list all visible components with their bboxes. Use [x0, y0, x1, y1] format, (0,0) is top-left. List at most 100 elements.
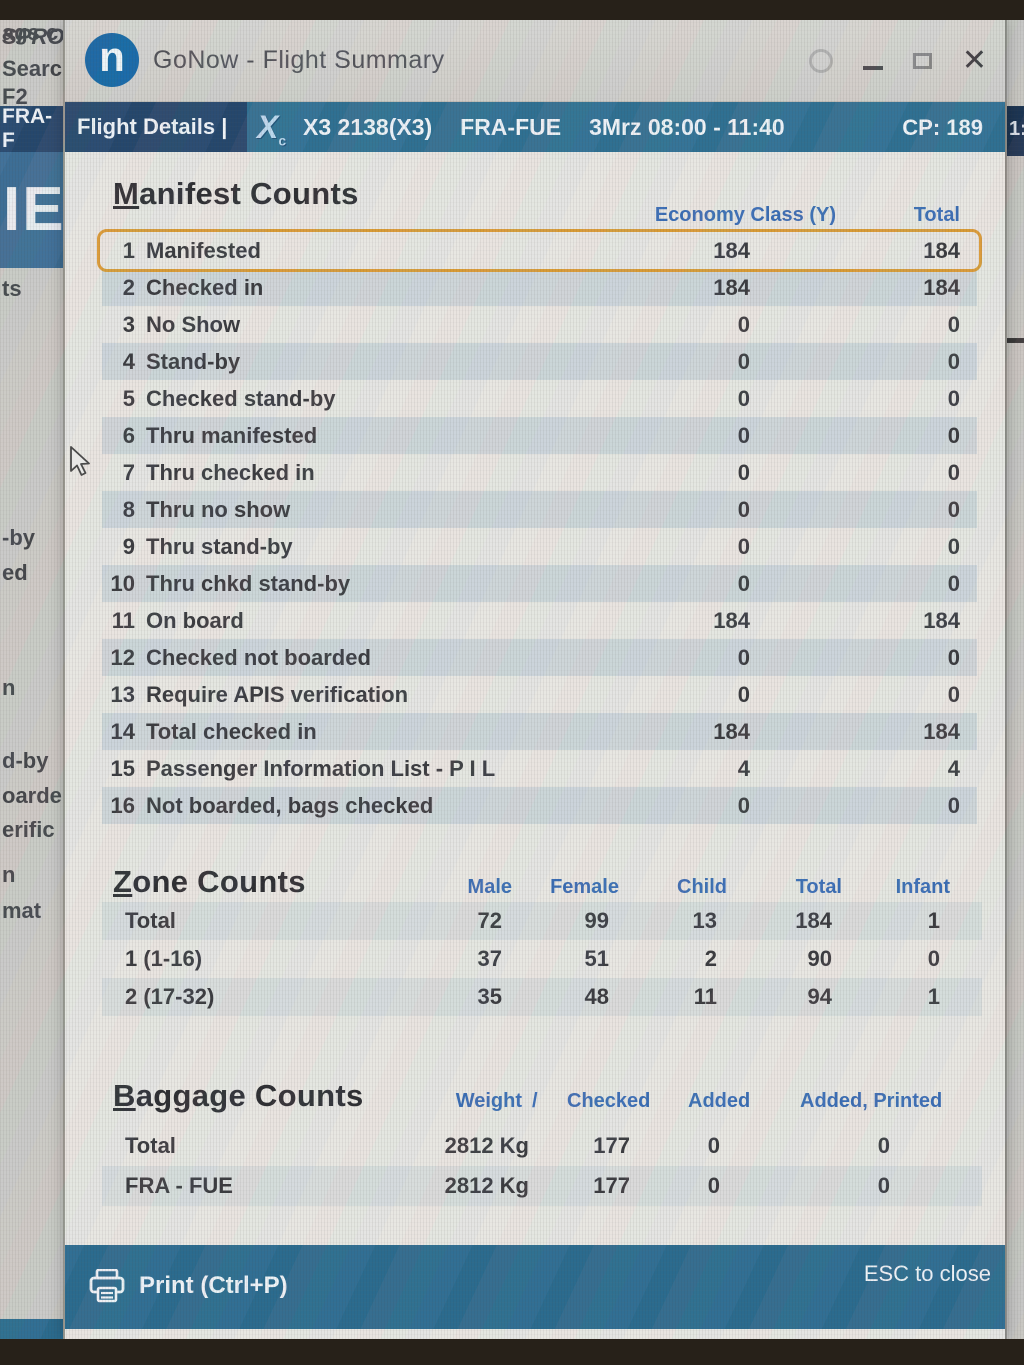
zone-counts-title: Zone Counts: [113, 864, 306, 899]
male-value: 35: [477, 984, 502, 1009]
manifest-row[interactable]: 4 Stand-by 0 0: [102, 343, 977, 380]
manifest-row[interactable]: 7 Thru checked in 0 0: [102, 454, 977, 491]
row-label: Passenger Information List - P I L: [146, 755, 496, 781]
row-number: 16: [110, 792, 135, 818]
background-header-fragment: 1:: [1007, 106, 1024, 156]
monitor-screen: SPROD6 Search F2 FRA-F IE ts -by ed n d-by o…: [0, 20, 1024, 1339]
row-fragment: ags c: [2, 20, 59, 45]
fkey-label-fragment: F2: [2, 84, 28, 109]
total-column-header: Total: [795, 875, 842, 898]
total-value: 184: [923, 718, 960, 744]
weight-value: 2812 Kg: [444, 1173, 529, 1198]
total-value: 0: [947, 385, 960, 411]
economy-value: 0: [737, 459, 750, 485]
row-label: Not boarded, bags checked: [146, 792, 434, 818]
economy-value: 0: [737, 422, 750, 448]
checked-column-header: Checked: [567, 1090, 651, 1112]
added-value: 0: [707, 1173, 720, 1198]
baggage-header-row: Weight / Checked Added Added, Printed: [102, 1090, 982, 1116]
background-flight-tab[interactable]: FRA-F: [0, 105, 63, 152]
flight-datetime: 3Mrz 08:00 - 11:40: [589, 114, 785, 140]
child-column-header: Child: [677, 875, 727, 898]
row-number: 7: [122, 459, 135, 485]
total-value: 0: [947, 681, 960, 707]
row-number: 6: [122, 422, 135, 448]
manifest-row[interactable]: 12 Checked not boarded 0 0: [102, 639, 977, 676]
baggage-row[interactable]: Total 2812 Kg 177 0 0: [102, 1126, 982, 1166]
row-number: 12: [110, 644, 135, 670]
economy-value: 184: [713, 607, 750, 633]
zone-row[interactable]: 2 (17-32) 35 48 11 94 1: [102, 978, 982, 1016]
maximize-icon[interactable]: [912, 53, 932, 69]
zone-row[interactable]: 1 (1-16) 37 51 2 90 0: [102, 940, 982, 978]
row-label: No Show: [146, 311, 241, 337]
total-value: 184: [923, 274, 960, 300]
manifest-row[interactable]: 14 Total checked in 184 184: [102, 713, 977, 750]
flight-number: X3 2138(X3): [303, 114, 433, 140]
row-fragment: d-by: [2, 748, 49, 773]
total-value: 0: [947, 348, 960, 374]
manifest-row[interactable]: 16 Not boarded, bags checked 0 0: [102, 787, 977, 824]
added-column-header: Added: [688, 1090, 751, 1112]
manifest-row[interactable]: 15 Passenger Information List - P I L 4 …: [102, 750, 977, 787]
economy-value: 4: [737, 755, 750, 781]
row-fragment: oarde: [2, 783, 62, 808]
child-value: 11: [693, 984, 717, 1009]
manifest-row[interactable]: 2 Checked in 184 184: [102, 269, 977, 306]
row-number: 3: [122, 311, 135, 337]
weight-value: 2812 Kg: [444, 1133, 529, 1158]
male-value: 72: [477, 908, 502, 933]
row-fragment: -by: [2, 525, 35, 550]
row-number: 4: [122, 348, 135, 374]
manifest-row[interactable]: 5 Checked stand-by 0 0: [102, 380, 977, 417]
manifest-row[interactable]: 1 Manifested 184 184: [97, 229, 982, 272]
background-blue-panel: IE: [0, 152, 63, 268]
total-value: 184: [795, 908, 832, 933]
total-value: 94: [807, 984, 832, 1009]
title-bar[interactable]: n GoNow - Flight Summary ✕: [65, 20, 1005, 102]
manifest-row[interactable]: 13 Require APIS verification 0 0: [102, 676, 977, 713]
manifest-row[interactable]: 10 Thru chkd stand-by 0 0: [102, 565, 977, 602]
zone-table: Male Female Child Total Infant Total 72 …: [102, 872, 982, 1016]
economy-value: 0: [737, 681, 750, 707]
flight-header-bar: Flight Details | Xc X3 2138(X3) FRA-FUE …: [65, 102, 1005, 152]
minimize-icon[interactable]: [862, 66, 883, 70]
economy-value: 0: [737, 644, 750, 670]
total-value: 0: [947, 422, 960, 448]
manifest-row[interactable]: 11 On board 184 184: [102, 602, 977, 639]
child-value: 13: [692, 908, 717, 933]
economy-value: 0: [737, 385, 750, 411]
background-scroll-fragment: [1007, 338, 1024, 343]
close-icon[interactable]: ✕: [961, 44, 987, 77]
row-label: Checked stand-by: [146, 385, 336, 411]
manifest-row[interactable]: 8 Thru no show 0 0: [102, 491, 977, 528]
row-number: 11: [111, 607, 135, 633]
manifest-row[interactable]: 9 Thru stand-by 0 0: [102, 528, 977, 565]
row-label: Manifested: [146, 237, 261, 263]
zone-header-row: Male Female Child Total Infant: [102, 872, 982, 902]
baggage-label: FRA - FUE: [125, 1173, 233, 1198]
row-label: Stand-by: [146, 348, 241, 374]
mouse-cursor-icon: [70, 446, 90, 476]
added-printed-value: 0: [877, 1133, 890, 1158]
total-value: 0: [947, 792, 960, 818]
added-printed-column-header: Added, Printed: [800, 1090, 943, 1112]
row-label: Checked not boarded: [146, 644, 371, 670]
background-window-left: SPROD6 Search F2 FRA-F IE ts -by ed n d-by o…: [0, 20, 63, 1339]
economy-value: 184: [713, 274, 750, 300]
total-value: 4: [947, 755, 960, 781]
baggage-row[interactable]: FRA - FUE 2812 Kg 177 0 0: [102, 1166, 982, 1206]
zone-row[interactable]: Total 72 99 13 184 1: [102, 902, 982, 940]
row-number: 2: [122, 274, 135, 300]
print-button[interactable]: Print (Ctrl+P): [89, 1269, 288, 1303]
row-label: Thru no show: [146, 496, 291, 522]
economy-class-column-header: Economy Class (Y): [654, 204, 836, 226]
background-text-fragment: ts: [2, 276, 22, 301]
manifest-row[interactable]: 3 No Show 0 0: [102, 306, 977, 343]
total-value: 0: [947, 533, 960, 559]
flight-details-label: Flight Details |: [65, 102, 247, 152]
baggage-label: Total: [125, 1133, 176, 1158]
total-value: 184: [923, 607, 960, 633]
zone-label: 2 (17-32): [125, 984, 215, 1009]
manifest-row[interactable]: 6 Thru manifested 0 0: [102, 417, 977, 454]
